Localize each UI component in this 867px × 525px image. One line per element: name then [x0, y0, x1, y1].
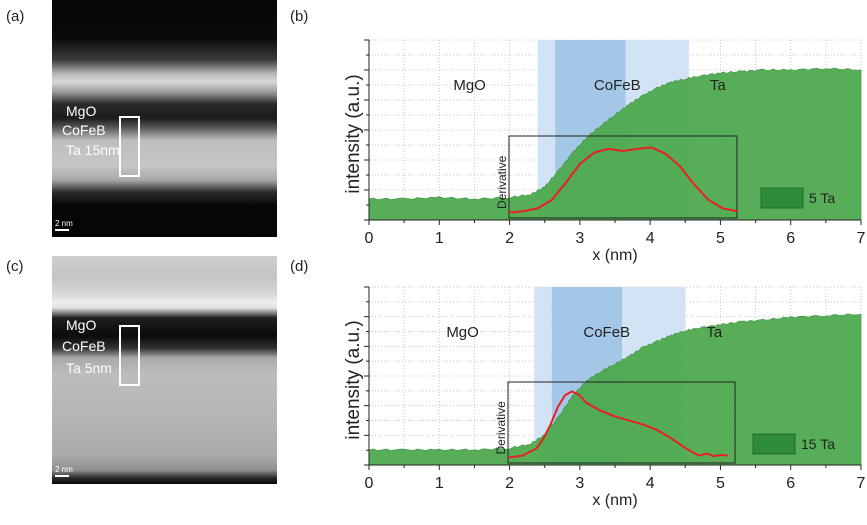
layer-label-cofeb: CoFeB: [62, 338, 106, 354]
tem-image-a: MgO CoFeB Ta 15nm 2 nm: [52, 0, 277, 237]
x-tick-label: 3: [575, 475, 584, 492]
derivative-label: Derivative: [495, 155, 509, 209]
roi-box: [119, 116, 140, 177]
scale-bar-label: 2 nm: [55, 219, 73, 228]
scale-bar: [55, 475, 69, 477]
legend-swatch: [760, 187, 804, 209]
x-axis-label: x (nm): [592, 247, 637, 264]
region-label: Ta: [706, 324, 723, 341]
x-tick-label: 7: [857, 475, 866, 492]
x-tick-label: 4: [646, 475, 655, 492]
x-tick-label: 1: [435, 475, 444, 492]
x-tick-label: 5: [716, 230, 725, 247]
derivative-label: Derivative: [494, 401, 508, 455]
layer-label-mgo: MgO: [66, 317, 97, 333]
x-axis-label: x (nm): [592, 492, 637, 509]
x-tick-label: 3: [575, 230, 584, 247]
x-tick-label: 2: [505, 230, 514, 247]
chart-b: MgO CoFeB Ta Derivative 5 Ta 0 1 2 3 4 5 6 7 x (nm) in…: [343, 39, 866, 264]
panel-label-c: (c): [6, 258, 24, 275]
layer-label-cofeb: CoFeB: [62, 122, 106, 138]
inset-frame: [508, 135, 738, 219]
legend-label: 5 Ta: [809, 190, 835, 206]
inset-frame: [507, 381, 736, 464]
region-label: Ta: [710, 77, 727, 94]
layer-label-mgo: MgO: [66, 103, 97, 119]
legend-swatch: [752, 433, 796, 455]
panel-label-a: (a): [6, 8, 25, 25]
tem-image-c: MgO CoFeB Ta 5nm 2 nm: [52, 256, 277, 484]
region-label: CoFeB: [594, 77, 641, 94]
y-axis-label: intensity (a.u.): [343, 320, 364, 439]
x-tick-label: 0: [365, 475, 374, 492]
x-tick-label: 6: [786, 475, 795, 492]
layer-label-ta: Ta 5nm: [66, 360, 112, 376]
panel-label-d: (d): [290, 258, 309, 275]
derivative-line: [508, 146, 738, 214]
x-tick-label: 2: [505, 475, 514, 492]
chart-d: MgO CoFeB Ta Derivative 15 Ta 0 1 2 3 4 5 6 7 x (nm) i…: [343, 286, 866, 509]
scale-bar: [55, 229, 69, 231]
intensity-area: [368, 67, 862, 221]
y-axis-label: intensity (a.u.): [343, 74, 364, 193]
layer-label-ta: Ta 15nm: [66, 142, 120, 158]
x-tick-label: 6: [786, 230, 795, 247]
x-tick-label: 0: [365, 230, 374, 247]
x-tick-label: 4: [646, 230, 655, 247]
x-tick-label: 5: [716, 475, 725, 492]
scale-bar-label: 2 nm: [55, 465, 73, 474]
x-tick-label: 7: [857, 230, 866, 247]
intensity-area: [368, 313, 862, 466]
region-label: MgO: [446, 324, 479, 341]
legend-label: 15 Ta: [801, 436, 835, 452]
x-tick-label: 1: [435, 230, 444, 247]
layer-band: [534, 287, 552, 465]
region-label: CoFeB: [583, 324, 630, 341]
derivative-line: [507, 390, 728, 459]
panel-label-b: (b): [290, 8, 309, 25]
roi-box: [119, 325, 140, 386]
region-label: MgO: [453, 77, 486, 94]
layer-band: [537, 40, 556, 220]
